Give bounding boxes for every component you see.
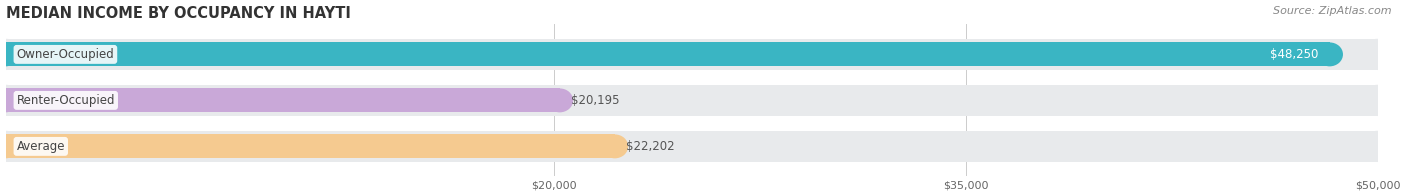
Text: MEDIAN INCOME BY OCCUPANCY IN HAYTI: MEDIAN INCOME BY OCCUPANCY IN HAYTI xyxy=(6,5,350,21)
Text: Average: Average xyxy=(17,140,65,153)
Text: $48,250: $48,250 xyxy=(1270,48,1319,61)
Bar xyxy=(6,39,1378,70)
Bar xyxy=(6,43,1330,66)
Bar xyxy=(6,88,560,112)
Ellipse shape xyxy=(0,39,22,70)
Bar xyxy=(6,131,1378,162)
Text: Renter-Occupied: Renter-Occupied xyxy=(17,94,115,107)
Ellipse shape xyxy=(1360,131,1395,162)
Ellipse shape xyxy=(1360,39,1395,70)
Ellipse shape xyxy=(0,88,18,112)
Text: $22,202: $22,202 xyxy=(626,140,675,153)
Bar xyxy=(6,134,614,158)
Text: Owner-Occupied: Owner-Occupied xyxy=(17,48,114,61)
Ellipse shape xyxy=(1316,43,1343,66)
Ellipse shape xyxy=(0,85,22,116)
Bar xyxy=(6,85,1378,116)
Text: Source: ZipAtlas.com: Source: ZipAtlas.com xyxy=(1274,6,1392,16)
Ellipse shape xyxy=(0,131,22,162)
Ellipse shape xyxy=(547,88,574,112)
Ellipse shape xyxy=(602,134,628,158)
Ellipse shape xyxy=(0,43,18,66)
Ellipse shape xyxy=(1360,85,1395,116)
Ellipse shape xyxy=(0,134,18,158)
Text: $20,195: $20,195 xyxy=(571,94,619,107)
